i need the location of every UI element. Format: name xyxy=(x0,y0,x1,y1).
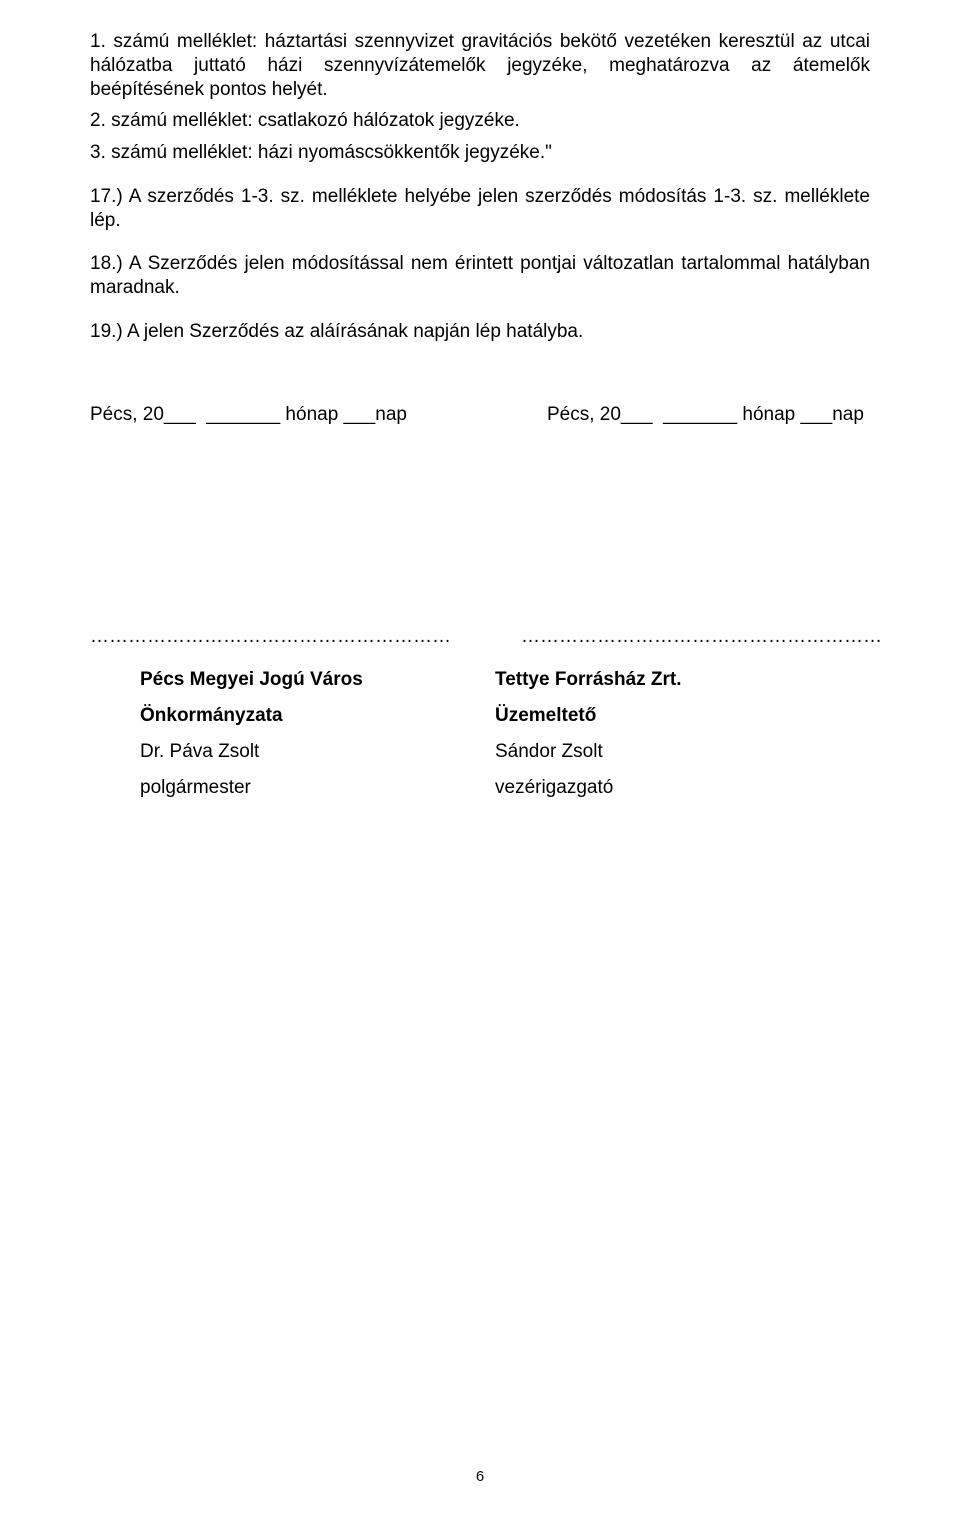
signature-right-title: vezérigazgató xyxy=(495,770,820,806)
paragraph-clause-19: 19.) A jelen Szerződés az aláírásának na… xyxy=(90,320,870,344)
signature-right-name: Sándor Zsolt xyxy=(495,734,820,770)
signature-left-org1: Pécs Megyei Jogú Város xyxy=(140,662,465,698)
page-number: 6 xyxy=(476,1468,484,1485)
signature-left-org2: Önkormányzata xyxy=(140,698,465,734)
date-row: Pécs, 20___ _______ hónap ___nap Pécs, 2… xyxy=(90,404,870,426)
paragraph-clause-18: 18.) A Szerződés jelen módosítással nem … xyxy=(90,252,870,300)
dotted-line-right: ………………………………………………… xyxy=(521,626,882,648)
date-right: Pécs, 20___ _______ hónap ___nap xyxy=(547,404,864,426)
paragraph-attachment-1: 1. számú melléklet: háztartási szennyviz… xyxy=(90,30,870,101)
paragraph-clause-17: 17.) A szerződés 1-3. sz. melléklete hel… xyxy=(90,185,870,233)
signature-right-org1: Tettye Forrásház Zrt. xyxy=(495,662,820,698)
signature-left-name: Dr. Páva Zsolt xyxy=(140,734,465,770)
date-left: Pécs, 20___ _______ hónap ___nap xyxy=(90,404,407,426)
paragraph-attachment-3: 3. számú melléklet: házi nyomáscsökkentő… xyxy=(90,141,870,165)
dotted-line-left: ………………………………………………… xyxy=(90,626,451,648)
signature-dotted-lines: ………………………………………………… ………………………………………………… xyxy=(90,626,870,648)
signature-left-column: Pécs Megyei Jogú Város Önkormányzata Dr.… xyxy=(140,662,465,806)
signature-right-org2: Üzemeltető xyxy=(495,698,820,734)
signature-right-column: Tettye Forrásház Zrt. Üzemeltető Sándor … xyxy=(495,662,820,806)
signature-block: Pécs Megyei Jogú Város Önkormányzata Dr.… xyxy=(140,662,870,806)
signature-left-title: polgármester xyxy=(140,770,465,806)
paragraph-attachment-2: 2. számú melléklet: csatlakozó hálózatok… xyxy=(90,109,870,133)
